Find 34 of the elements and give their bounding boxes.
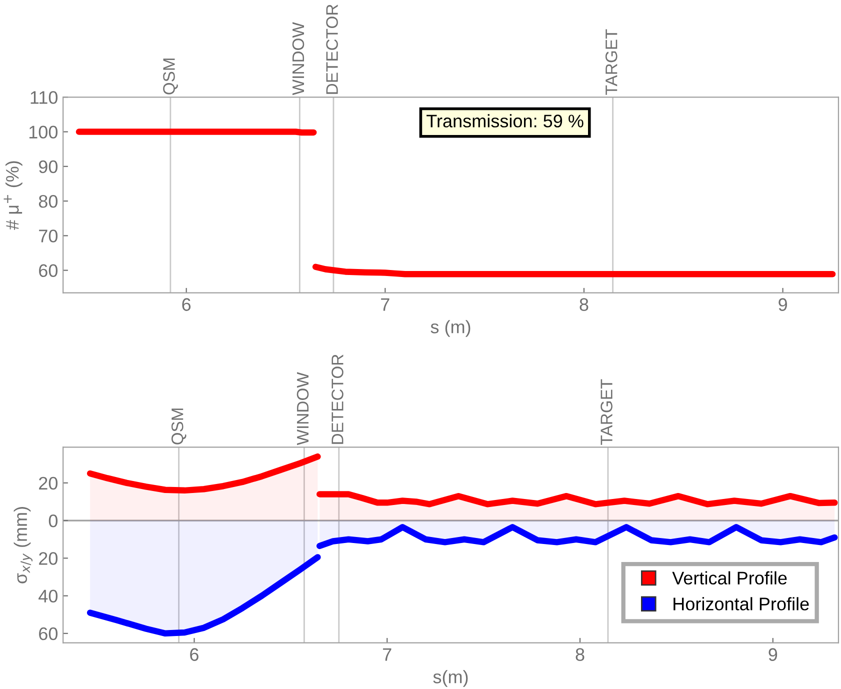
- x-tick-label: 8: [580, 298, 588, 311]
- x-tick-label: 7: [383, 648, 392, 661]
- ref-line-label: DETECTOR: [326, 4, 338, 94]
- ref-line-label: WINDOW: [292, 22, 304, 96]
- y-tick-label: 60: [39, 627, 58, 640]
- y-tick-label: 110: [30, 91, 58, 104]
- x-tick-label: 6: [190, 648, 198, 661]
- x-axis-title: s (m): [430, 320, 470, 337]
- y-tick-label: 100: [29, 126, 58, 138]
- x-tick-label: 9: [778, 298, 787, 311]
- ref-line-label: QSM: [163, 58, 178, 94]
- ref-line-label: TARGET: [600, 379, 612, 445]
- x-tick-label: 7: [381, 298, 390, 311]
- x-tick-label: 8: [576, 648, 584, 661]
- y-tick-label: 60: [39, 264, 58, 278]
- y-tick-label: 80: [38, 194, 58, 208]
- y-axis-title: σ$_{x/y}$ (mm): [14, 507, 32, 584]
- ref-line-label: QSM: [171, 408, 186, 444]
- y-tick-label: 70: [39, 230, 58, 242]
- ref-line-label: DETECTOR: [332, 354, 344, 444]
- ref-line-label: TARGET: [605, 29, 618, 95]
- y-tick-label: 40: [38, 590, 58, 603]
- x-tick-label: 6: [182, 298, 191, 311]
- y-tick-label: 0: [48, 514, 58, 528]
- y-tick-label: 90: [38, 160, 58, 174]
- y-tick-label: 20: [39, 552, 58, 565]
- x-tick-label: 9: [768, 648, 778, 661]
- ref-line-label: WINDOW: [296, 372, 309, 446]
- annotation: Transmission: 59 %: [426, 114, 584, 128]
- x-axis-title: s(m): [433, 670, 468, 687]
- legend-label: Horizontal Profile: [674, 597, 809, 610]
- y-axis-title: # μ$^{+}$ (%): [4, 161, 22, 230]
- legend-label: Vertical Profile: [672, 571, 787, 585]
- y-tick-label: 20: [39, 476, 58, 490]
